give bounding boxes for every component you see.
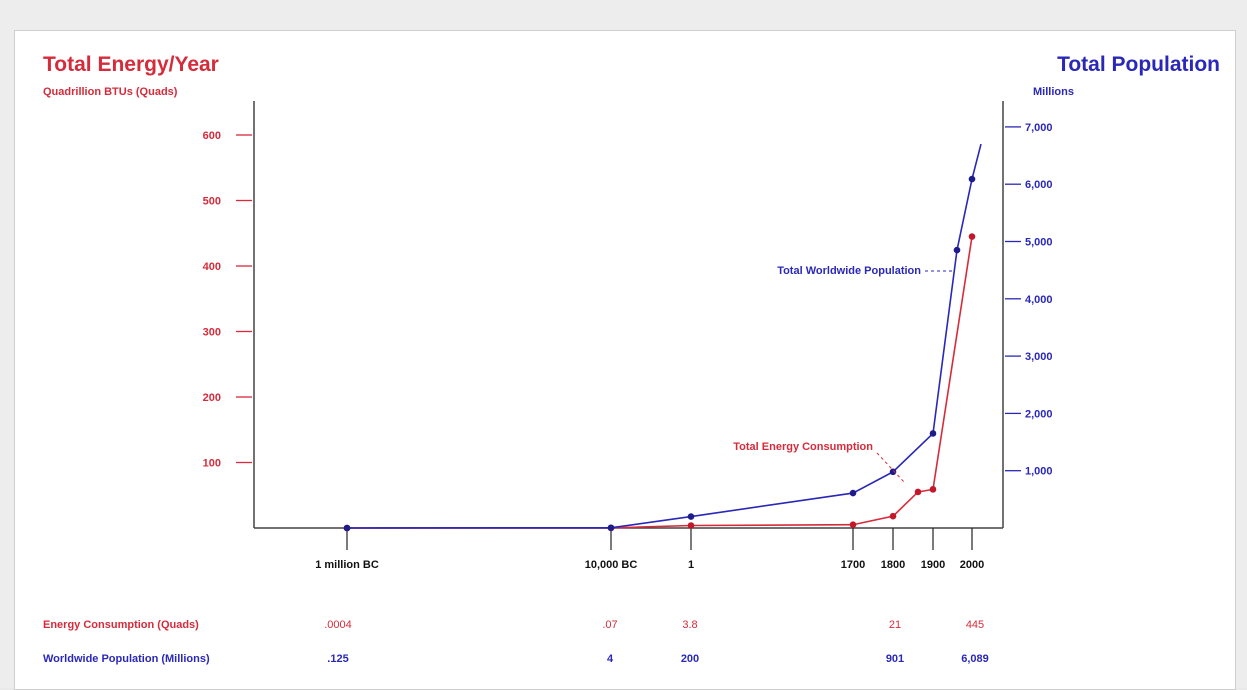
population-table-value: 6,089 [961, 653, 989, 665]
x-tick-label: 10,000 BC [585, 559, 638, 571]
energy-annotation: Total Energy Consumption [733, 441, 873, 453]
left-axis-title: Total Energy/Year [43, 53, 219, 76]
energy-table-value: .0004 [324, 619, 352, 631]
left-axis-unit: Quadrillion BTUs (Quads) [43, 86, 178, 98]
right-axis-unit: Millions [1033, 86, 1074, 98]
left-tick-label: 300 [203, 327, 221, 339]
energy-point [968, 233, 976, 240]
right-axis-title: Total Population [1057, 53, 1220, 76]
data-table-values: .0004 .07 3.8 21 445 .125 4 200 901 6,089 [324, 619, 989, 665]
population-point [968, 175, 976, 183]
right-tick-label: 4,000 [1025, 294, 1053, 306]
series-layer [343, 143, 982, 532]
population-table-value: 4 [607, 653, 614, 665]
energy-table-value: 21 [889, 619, 901, 631]
energy-point [929, 486, 937, 493]
right-tick-label: 5,000 [1025, 237, 1053, 249]
population-row-label: Worldwide Population (Millions) [43, 653, 210, 665]
right-tick-label: 1,000 [1025, 466, 1053, 478]
x-tick-label: 2000 [960, 559, 984, 571]
right-tick-label: 7,000 [1025, 122, 1053, 134]
x-tick-label: 1800 [881, 559, 905, 571]
x-tick-label: 1 million BC [315, 559, 379, 571]
x-tick-label: 1900 [921, 559, 945, 571]
energy-population-chart: Total Energy/Year Quadrillion BTUs (Quad… [43, 53, 1220, 665]
right-tick-label: 2,000 [1025, 408, 1053, 420]
x-tick-label: 1700 [841, 559, 865, 571]
x-axis-ticks: 1 million BC 10,000 BC 1 1700 1800 1900 2000 [315, 528, 984, 571]
left-tick-label: 500 [203, 196, 221, 208]
population-point [929, 430, 937, 437]
energy-table-value: 3.8 [682, 619, 697, 631]
x-tick-label: 1 [688, 559, 694, 571]
energy-point [889, 512, 897, 520]
population-point [849, 489, 857, 497]
population-point [343, 524, 351, 532]
population-point [607, 524, 615, 532]
right-tick-label: 6,000 [1025, 179, 1053, 191]
energy-annotation-leader [876, 452, 906, 484]
left-axis-ticks: 100 200 300 400 500 600 [203, 130, 252, 470]
population-table-value: 901 [886, 653, 904, 665]
population-point [889, 468, 897, 476]
left-tick-label: 600 [203, 130, 221, 142]
energy-point [687, 522, 695, 529]
series-line [346, 143, 982, 529]
chart-panel: Total Energy/Year Quadrillion BTUs (Quad… [14, 30, 1236, 690]
population-annotation: Total Worldwide Population [777, 265, 921, 277]
population-point [953, 246, 961, 254]
left-tick-label: 200 [203, 392, 221, 404]
population-point [687, 513, 695, 520]
population-table-value: .125 [327, 653, 348, 665]
energy-table-value: 445 [966, 619, 984, 631]
left-tick-label: 100 [203, 458, 221, 470]
right-tick-label: 3,000 [1025, 351, 1053, 363]
energy-point [849, 521, 857, 529]
left-tick-label: 400 [203, 261, 221, 273]
population-table-value: 200 [681, 653, 699, 665]
right-axis-ticks: 1,000 2,000 3,000 4,000 5,000 6,000 7,000 [1005, 122, 1053, 478]
energy-row-label: Energy Consumption (Quads) [43, 619, 199, 631]
energy-table-value: .07 [602, 619, 617, 631]
energy-point [914, 488, 922, 496]
series-line [346, 236, 973, 529]
